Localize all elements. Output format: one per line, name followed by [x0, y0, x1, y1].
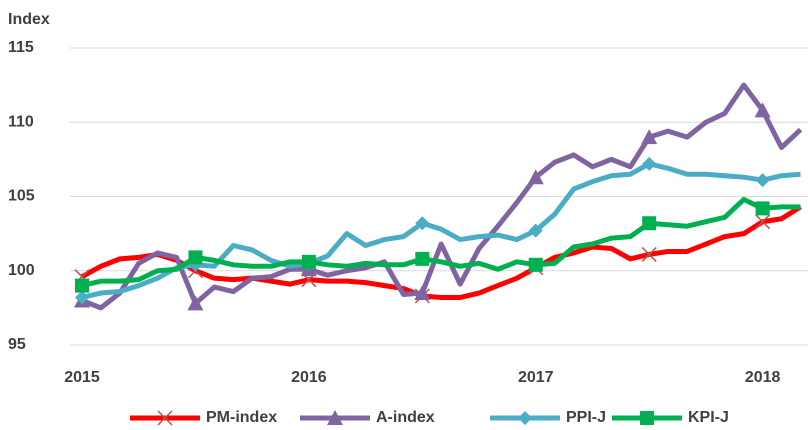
marker: [640, 411, 654, 425]
y-tick-label: 100: [8, 262, 35, 279]
line: [81, 82, 803, 311]
marker: [527, 169, 544, 185]
marker: [415, 251, 430, 266]
y-tick-label: 95: [8, 336, 26, 353]
marker: [75, 290, 89, 305]
marker: [528, 257, 543, 272]
legend-label: PM-index: [206, 409, 277, 426]
x-tick-label: 2015: [64, 369, 100, 386]
legend-label: A-index: [376, 409, 435, 426]
line: [80, 204, 802, 300]
marker: [187, 295, 204, 311]
marker: [642, 216, 657, 231]
x-tick-label: 2016: [291, 369, 327, 386]
y-tick-label: 110: [8, 113, 34, 130]
marker: [642, 156, 657, 171]
marker: [641, 129, 658, 145]
marker: [327, 410, 343, 425]
marker: [641, 246, 657, 262]
marker: [755, 173, 770, 188]
marker: [157, 410, 173, 426]
marker: [415, 216, 430, 231]
marker: [518, 411, 532, 425]
series: [74, 82, 803, 311]
marker: [414, 285, 431, 301]
x-tick-label: 2017: [518, 369, 554, 386]
marker: [301, 254, 316, 269]
marker: [75, 278, 89, 293]
x-tick-label: 2018: [745, 369, 781, 386]
series: [75, 196, 801, 293]
legend-label: PPI-J: [566, 409, 606, 426]
legend-label: KPI-J: [688, 409, 729, 426]
y-axis-label: Index: [8, 11, 50, 28]
marker: [188, 250, 203, 265]
y-tick-label: 105: [8, 188, 35, 205]
marker: [755, 201, 770, 216]
series: [75, 156, 801, 305]
marker: [755, 214, 771, 230]
marker: [528, 223, 543, 238]
marker: [754, 102, 771, 118]
y-tick-label: 115: [8, 39, 34, 56]
